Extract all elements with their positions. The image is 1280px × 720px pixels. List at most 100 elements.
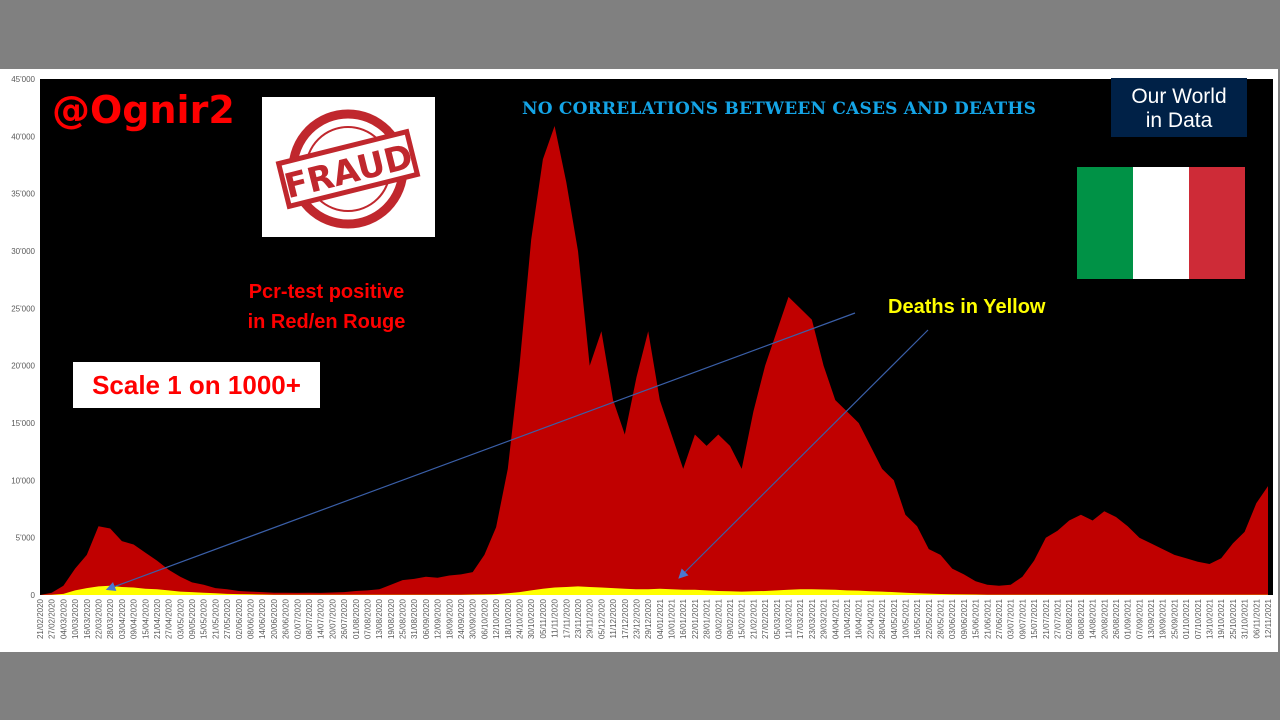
flag-green-stripe <box>1077 167 1133 279</box>
x-tick-label: 11/11/2020 <box>551 598 560 637</box>
chart-headline: NO CORRELATIONS BETWEEN CASES AND DEATHS <box>522 99 1037 119</box>
x-tick-label: 16/05/2021 <box>913 598 922 639</box>
cases-area <box>40 126 1268 595</box>
x-tick-label: 21/02/2020 <box>36 598 45 639</box>
x-tick-label: 10/04/2021 <box>843 598 852 639</box>
x-tick-label: 20/08/2021 <box>1100 598 1109 639</box>
series-marks <box>40 126 1268 595</box>
x-tick-label: 11/03/2021 <box>784 598 793 638</box>
x-tick-label: 14/07/2020 <box>317 598 326 639</box>
x-tick-label: 16/01/2021 <box>679 598 688 639</box>
x-tick-label: 26/07/2020 <box>340 598 349 639</box>
deaths-arrow <box>678 329 929 579</box>
x-tick-label: 15/05/2020 <box>200 598 209 639</box>
x-tick-label: 13/10/2021 <box>1206 598 1215 639</box>
x-tick-label: 01/10/2021 <box>1182 598 1191 639</box>
x-tick-label: 07/09/2021 <box>1135 598 1144 639</box>
x-tick-label: 10/01/2021 <box>668 598 677 639</box>
x-tick-label: 29/12/2020 <box>644 598 653 639</box>
x-tick-label: 21/02/2021 <box>749 598 758 639</box>
x-tick-label: 13/09/2021 <box>1147 598 1156 639</box>
x-tick-label: 22/01/2021 <box>691 598 700 639</box>
x-tick-label: 27/05/2020 <box>223 598 232 639</box>
x-tick-label: 27/04/2020 <box>165 598 174 639</box>
y-tick-label: 0 <box>31 591 36 600</box>
x-tick-label: 03/05/2020 <box>176 598 185 639</box>
scale-note: Scale 1 on 1000+ <box>73 362 320 408</box>
x-tick-label: 01/09/2021 <box>1124 598 1133 639</box>
deaths-legend-note: Deaths in Yellow <box>888 296 1046 318</box>
x-tick-label: 19/08/2020 <box>387 598 396 639</box>
y-axis: 0 5'000 10'000 15'000 20'000 25'000 30'000 35'0… <box>11 75 35 600</box>
y-tick-label: 40'000 <box>11 132 35 141</box>
x-tick-label: 23/12/2020 <box>632 598 641 639</box>
y-tick-label: 30'000 <box>11 247 35 256</box>
x-tick-label: 02/07/2020 <box>293 598 302 639</box>
x-tick-label: 25/08/2020 <box>399 598 408 639</box>
x-tick-label: 26/06/2020 <box>282 598 291 639</box>
x-tick-label: 29/11/2020 <box>586 598 595 638</box>
x-tick-label: 21/04/2020 <box>153 598 162 639</box>
x-tick-label: 19/09/2021 <box>1159 598 1168 639</box>
x-tick-label: 15/06/2021 <box>972 598 981 639</box>
annotation-arrows <box>105 312 929 592</box>
flag-red-stripe <box>1189 167 1245 279</box>
x-tick-label: 16/03/2020 <box>83 598 92 639</box>
x-tick-label: 25/10/2021 <box>1229 598 1238 639</box>
owid-line-2: in Data <box>1145 109 1213 132</box>
x-tick-label: 22/05/2021 <box>925 598 934 639</box>
fraud-stamp-logo: FRAUD <box>262 97 435 237</box>
x-tick-label: 23/03/2021 <box>808 598 817 639</box>
y-tick-label: 5'000 <box>16 534 36 543</box>
x-tick-label: 08/08/2021 <box>1077 598 1086 639</box>
x-tick-label: 03/07/2021 <box>1007 598 1016 639</box>
x-tick-label: 24/09/2020 <box>457 598 466 639</box>
x-tick-label: 04/05/2021 <box>890 598 899 639</box>
x-tick-label: 24/10/2020 <box>516 598 525 639</box>
x-tick-label: 14/08/2021 <box>1089 598 1098 639</box>
x-axis: 21/02/2020 27/02/2020 04/03/2020 10/03/2020… <box>36 598 1273 639</box>
flag-white-stripe <box>1133 167 1189 279</box>
x-tick-label: 04/03/2020 <box>59 598 68 639</box>
x-tick-label: 28/04/2021 <box>878 598 887 639</box>
x-tick-label: 06/11/2021 <box>1252 598 1261 638</box>
x-tick-label: 17/03/2021 <box>796 598 805 639</box>
x-tick-label: 07/08/2020 <box>363 598 372 639</box>
x-tick-label: 28/03/2020 <box>106 598 115 639</box>
x-tick-label: 09/06/2021 <box>960 598 969 639</box>
author-handle: @Ognir2 <box>52 88 235 132</box>
x-tick-label: 08/07/2020 <box>305 598 314 639</box>
y-tick-label: 10'000 <box>11 476 35 485</box>
x-tick-label: 11/12/2020 <box>609 598 618 638</box>
x-tick-label: 04/01/2021 <box>656 598 665 639</box>
cases-note-line-1: Pcr-test positive <box>248 281 405 303</box>
x-tick-label: 16/04/2021 <box>855 598 864 639</box>
y-tick-label: 25'000 <box>11 304 35 313</box>
x-tick-label: 26/08/2021 <box>1112 598 1121 639</box>
owid-logo: Our World in Data <box>1111 78 1247 137</box>
x-tick-label: 12/09/2020 <box>434 598 443 639</box>
x-tick-label: 25/09/2021 <box>1170 598 1179 639</box>
owid-line-1: Our World <box>1131 85 1227 108</box>
x-tick-label: 15/04/2020 <box>141 598 150 639</box>
x-tick-label: 05/03/2021 <box>773 598 782 639</box>
x-tick-label: 18/10/2020 <box>504 598 513 639</box>
x-tick-label: 10/05/2021 <box>901 598 910 639</box>
x-tick-label: 20/06/2020 <box>270 598 279 639</box>
x-tick-label: 08/06/2020 <box>247 598 256 639</box>
x-tick-label: 17/11/2020 <box>562 598 571 638</box>
x-tick-label: 03/04/2020 <box>118 598 127 639</box>
x-tick-label: 27/06/2021 <box>995 598 1004 639</box>
x-tick-label: 27/02/2020 <box>48 598 57 639</box>
x-tick-label: 15/02/2021 <box>738 598 747 639</box>
x-tick-label: 29/03/2021 <box>820 598 829 639</box>
x-tick-label: 07/10/2021 <box>1194 598 1203 639</box>
x-tick-label: 23/11/2020 <box>574 598 583 638</box>
x-tick-label: 15/07/2021 <box>1030 598 1039 639</box>
fraud-stamp-icon: FRAUD <box>275 109 421 229</box>
x-tick-label: 22/03/2020 <box>94 598 103 639</box>
cases-legend-note: Pcr-test positive in Red/en Rouge <box>200 277 453 337</box>
x-tick-label: 31/10/2021 <box>1241 598 1250 639</box>
